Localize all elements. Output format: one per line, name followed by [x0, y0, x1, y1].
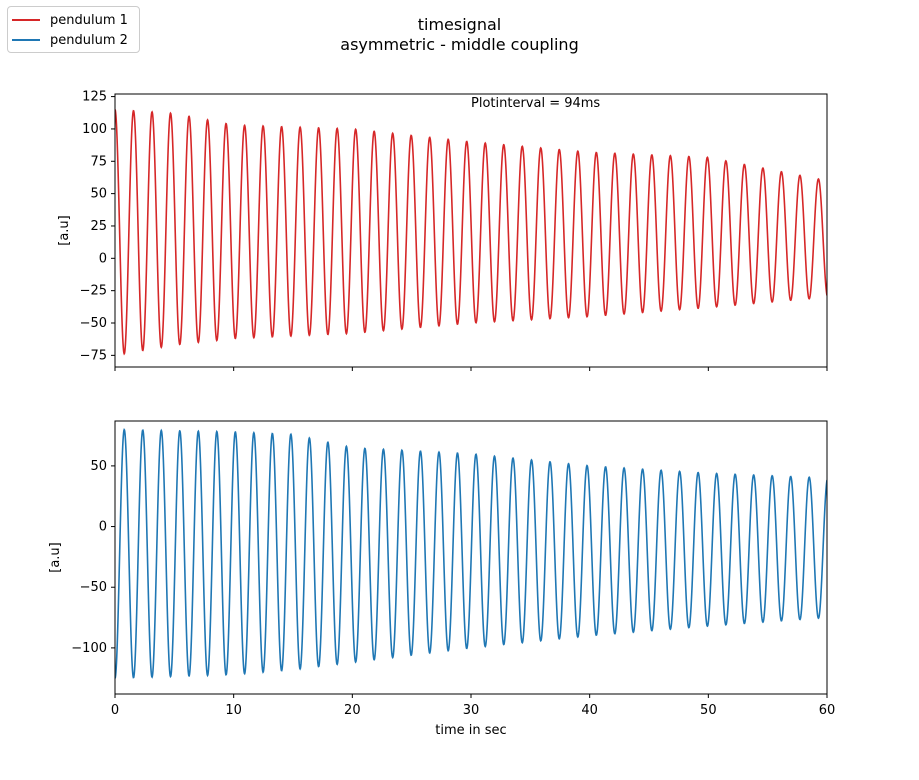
- y-tick-label: 50: [90, 187, 107, 202]
- y-tick-label: −100: [71, 641, 107, 656]
- y-tick-label: 50: [90, 459, 107, 474]
- axes-2: −100 −50 0 50 0 10 20 30 40 50 60 [a.u] time in sec: [48, 420, 836, 738]
- legend-label-pendulum-1: pendulum 1: [50, 12, 128, 28]
- x-axis-label: time in sec: [435, 723, 506, 738]
- x-tick-label: 0: [111, 703, 119, 718]
- y-tick-label: 0: [99, 251, 107, 266]
- y-tick-label: −25: [80, 284, 107, 299]
- y-tick-label: −50: [80, 580, 107, 595]
- series-line-pendulum-2: [115, 428, 827, 679]
- axes-1: −75 −50 −25 0 25 50 75 100 125 [a.u] Plotinterval …: [57, 90, 828, 371]
- legend: pendulum 1 pendulum 2: [7, 6, 140, 53]
- legend-label-pendulum-2: pendulum 2: [50, 32, 128, 48]
- y-tick-label: 125: [82, 90, 107, 105]
- x-tick-label: 50: [700, 703, 717, 718]
- figure-title: timesignal: [417, 15, 502, 34]
- legend-item-pendulum-1: pendulum 1: [12, 10, 128, 30]
- plot-interval-annotation: Plotinterval = 94ms: [471, 96, 600, 111]
- y-tick-label: −50: [80, 316, 107, 331]
- x-tick-label: 30: [463, 703, 480, 718]
- y-tick-label: 0: [99, 520, 107, 535]
- x-tick-label: 10: [225, 703, 242, 718]
- x-tick-label: 40: [581, 703, 598, 718]
- x-tick-label: 20: [344, 703, 361, 718]
- y-axis-label: [a.u]: [48, 542, 63, 572]
- figure-subtitle: asymmetric - middle coupling: [340, 35, 579, 54]
- legend-swatch-pendulum-2: [12, 39, 40, 41]
- y-tick-label: 25: [90, 219, 107, 234]
- y-tick-label: −75: [80, 348, 107, 363]
- x-tick-label: 60: [819, 703, 836, 718]
- y-tick-label: 75: [90, 154, 107, 169]
- series-line-pendulum-1: [115, 109, 827, 356]
- legend-item-pendulum-2: pendulum 2: [12, 30, 128, 50]
- y-tick-label: 100: [82, 122, 107, 137]
- y-axis-label: [a.u]: [57, 215, 72, 245]
- legend-swatch-pendulum-1: [12, 19, 40, 21]
